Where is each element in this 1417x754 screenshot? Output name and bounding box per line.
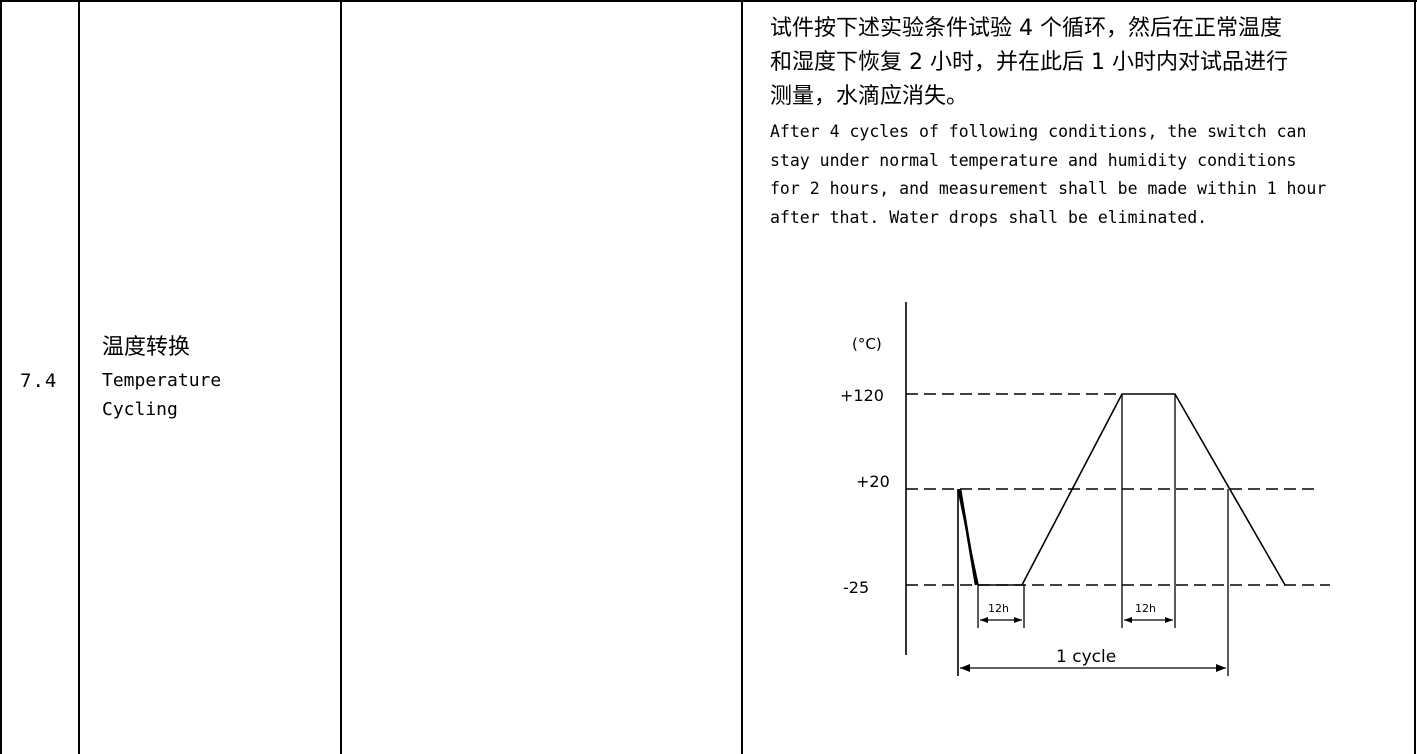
level-label-minus25: -25 bbox=[843, 578, 869, 597]
test-item-english-line1: Temperature bbox=[102, 370, 222, 391]
dwell-low-arrow-right bbox=[1014, 617, 1022, 623]
temperature-cycle-diagram: (°C) +120 +20 -25 12h 12h 1 cycle bbox=[840, 302, 1330, 676]
clause-number: 7.4 bbox=[20, 370, 58, 392]
dwell-low-label: 12h bbox=[988, 602, 1009, 615]
level-label-120: +120 bbox=[840, 386, 884, 405]
column-divider-1 bbox=[78, 0, 80, 754]
column-divider-3 bbox=[741, 0, 743, 754]
requirement-cell: 试件按下述实验条件试验 4 个循环，然后在正常温度 和湿度下恢复 2 小时，并在… bbox=[770, 12, 1406, 232]
requirement-english: After 4 cycles of following conditions, … bbox=[770, 122, 1327, 227]
table-right-border bbox=[1414, 0, 1416, 754]
test-item-chinese: 温度转换 bbox=[102, 335, 191, 360]
test-item-cell: 温度转换 Temperature Cycling bbox=[102, 330, 332, 424]
dwell-high-arrow-left bbox=[1124, 617, 1132, 623]
requirement-chinese: 试件按下述实验条件试验 4 个循环，然后在正常温度 和湿度下恢复 2 小时，并在… bbox=[770, 16, 1288, 109]
test-item-english-line2: Cycling bbox=[102, 399, 178, 420]
table-top-border bbox=[0, 0, 1417, 2]
table-left-border bbox=[0, 0, 2, 754]
unit-label: (°C) bbox=[852, 335, 882, 353]
dwell-high-label: 12h bbox=[1135, 602, 1156, 615]
cycle-arrow-right bbox=[1216, 664, 1226, 672]
cycle-label: 1 cycle bbox=[1056, 647, 1116, 667]
column-divider-2 bbox=[340, 0, 342, 754]
drop-edge bbox=[958, 488, 978, 586]
cycle-arrow-left bbox=[960, 664, 970, 672]
temperature-profile-line bbox=[957, 393, 1286, 586]
level-label-20: +20 bbox=[856, 472, 890, 491]
dwell-low-arrow-left bbox=[980, 617, 988, 623]
dwell-high-arrow-right bbox=[1165, 617, 1173, 623]
